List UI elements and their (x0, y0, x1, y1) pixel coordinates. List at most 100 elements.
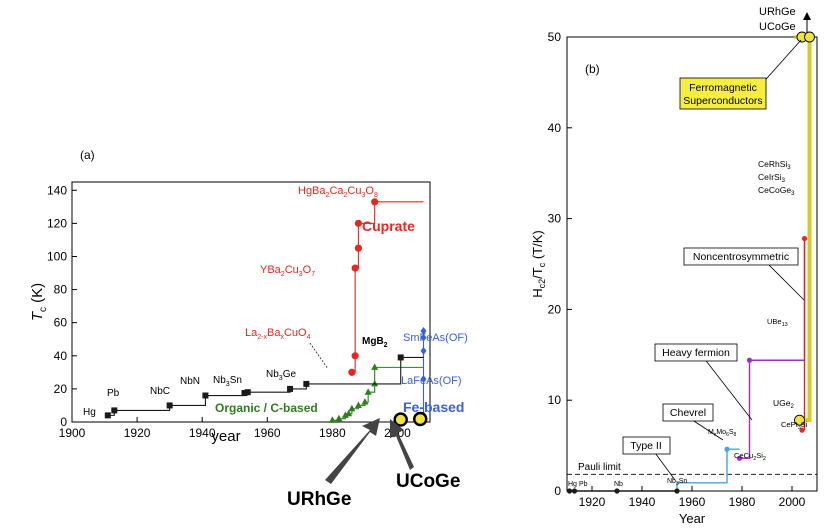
a-series-line-1 (332, 366, 424, 421)
chevrel-box-text: Chevrel (670, 407, 706, 419)
a-xtick-label: 1980 (319, 426, 346, 440)
a-marker-conventional (241, 390, 248, 397)
heavy-box (654, 343, 738, 362)
label-nb-b: Nb (614, 481, 623, 488)
a-ytick-label: 100 (47, 249, 67, 263)
a-marker-organic (328, 416, 336, 423)
label-cerhsi3: CeRhSi3 (758, 159, 791, 171)
label-ucoge-big: UCoGe (396, 471, 460, 492)
a-marker-conventional (202, 392, 209, 399)
a-xtick-label: 1900 (59, 426, 86, 440)
panel-b-label: (b) (585, 62, 600, 76)
a-marker-cuprate (354, 244, 362, 252)
a-series-line-0 (351, 201, 424, 373)
la-pointer (309, 342, 329, 370)
b-marker-nb3sn (674, 488, 680, 494)
panel-b-boxes: Ferromagnetic Superconductors Noncentros… (622, 39, 805, 481)
label-yba2cu3o7: YBa2Cu3O7 (260, 264, 315, 278)
label-mxmo6s8: MxMo6S8 (708, 429, 737, 438)
b-xtick-label: 1940 (629, 495, 656, 509)
label-cecu2si2: CeCu2Si2 (734, 451, 766, 462)
a-marker-organic (371, 363, 379, 370)
panel-a-ylabel-sub: c (38, 307, 49, 312)
b-ytick-label: 10 (548, 393, 562, 407)
chevrel-box (662, 403, 714, 422)
panel-a-label: (a) (80, 148, 95, 162)
panel-a-ylabel: Tc (K) (29, 283, 49, 321)
a-marker-cuprate (371, 198, 379, 206)
a-marker-organic (354, 401, 362, 408)
a-marker-fe (420, 374, 427, 383)
a-marker-conventional (104, 412, 111, 419)
a-xtick-label: 1920 (124, 426, 151, 440)
a-marker-conventional (287, 385, 294, 392)
label-pb: Pb (107, 388, 120, 399)
b-ytick-label: 0 (554, 484, 561, 498)
panel-a-ferro-callouts: URhGe UCoGe (287, 418, 460, 510)
label-mgb2: MgB2 (362, 336, 388, 349)
label-cept3si: CePt3Si (781, 420, 808, 431)
label-hg-b: Hg (568, 481, 577, 488)
noncentro-box (683, 247, 799, 266)
a-marker-conventional (397, 354, 404, 361)
a-ytick-label: 20 (54, 382, 68, 396)
a-marker-urhge (393, 412, 408, 427)
label-smfeas: SmFeAs(OF) (403, 332, 468, 344)
top-arrow-head (803, 12, 811, 20)
b-series-line-1 (676, 448, 740, 491)
noncentro-box-text: Noncentrosymmetric (693, 251, 789, 263)
b-marker-nb (614, 488, 620, 494)
b-ytick-label: 50 (548, 30, 562, 44)
label-organic: Organic / C-based (215, 401, 318, 415)
a-ytick-label: 140 (47, 183, 67, 197)
b-marker-cecu2si2 (736, 455, 743, 461)
a-marker-fe (420, 333, 427, 342)
a-marker-organic (348, 404, 356, 412)
label-uge2: UGe2 (773, 398, 794, 410)
label-cuprate: Cuprate (362, 218, 415, 234)
a-marker-fe (420, 326, 427, 335)
a-marker-conventional (244, 389, 251, 396)
a-marker-fe (420, 346, 427, 355)
panel-b-top: URhGe UCoGe (759, 6, 811, 33)
ferro-box-line1: Ferromagnetic (689, 82, 757, 94)
panel-a: (a) 190019201940196019802000020406080100… (29, 148, 468, 510)
label-la2xbaxcuo4: La2-xBaxCuO4 (245, 327, 311, 341)
b-ytick-label: 20 (548, 302, 562, 316)
panel-a-conventional-labels: Hg Pb NbC NbN Nb3Sn Nb3Ge MgB2 (83, 336, 388, 418)
b-marker-uge2 (794, 414, 805, 426)
panel-b-compound-labels: CeRhSi3 CeIrSi3 CeCoGe3 UBe13 UGe2 CePt3… (568, 159, 808, 488)
label-nb3ge: Nb3Ge (266, 369, 296, 382)
a-xtick-label: 1940 (189, 426, 216, 440)
heavy-pointer (699, 352, 753, 421)
panel-a-cuprate-labels: La2-xBaxCuO4 YBa2Cu3O7 HgBa2Ca2Cu3O8 Cup… (245, 185, 415, 341)
a-marker-cuprate (354, 219, 362, 227)
b-series-line-4 (794, 35, 812, 423)
a-marker-cuprate (351, 264, 359, 272)
panel-b: 1920 1940 1960 1980 2000 0 10 20 30 40 50 (b) Year… (530, 6, 818, 526)
arrow-urhge (325, 418, 380, 484)
label-lafeas: LaFeAs(OF) (401, 375, 462, 387)
label-urhge-top: URhGe (759, 6, 796, 18)
b-marker-cerhsi3 (801, 235, 808, 242)
a-ytick-label: 0 (60, 415, 67, 429)
b-marker-ube13 (746, 357, 753, 363)
label-hgba2ca2cu3o8: HgBa2Ca2Cu3O8 (298, 185, 378, 199)
b-xtick-label: 2000 (779, 495, 806, 509)
label-ucoge-top: UCoGe (759, 21, 796, 33)
ferro-box-line2: Superconductors (683, 95, 762, 107)
ferro-pointer (759, 39, 802, 87)
a-ytick-label: 120 (47, 216, 67, 230)
a-marker-ucoge (413, 411, 428, 427)
panel-b-ylabel: Hc2/Tc (T/K) (530, 230, 547, 297)
panel-a-fe-labels: SmFeAs(OF) LaFeAs(OF) Fe-based (401, 332, 468, 415)
a-marker-conventional (303, 380, 310, 387)
panel-b-ticks: 1920 1940 1960 1980 2000 0 10 20 30 40 50 (548, 30, 806, 509)
b-marker-hg (566, 488, 573, 494)
label-fe-based: Fe-based (403, 399, 464, 415)
b-xtick-label: 1960 (679, 495, 706, 509)
label-ceirsi3: CeIrSi3 (758, 172, 786, 184)
label-ube13: UBe13 (767, 317, 788, 328)
b-marker-ucoge (804, 31, 815, 43)
